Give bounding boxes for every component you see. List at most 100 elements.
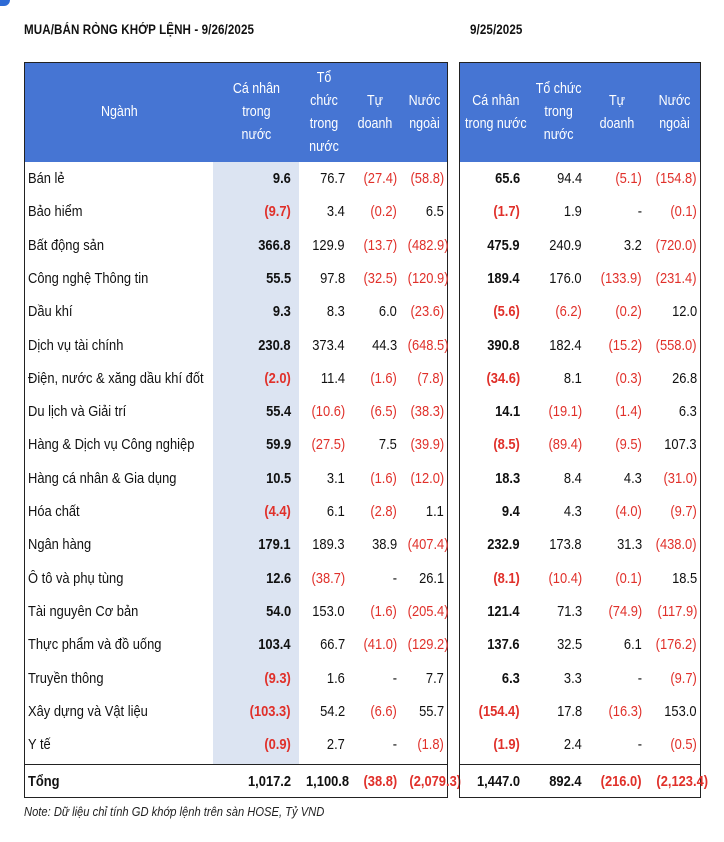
sector-name: Y tế	[28, 736, 51, 754]
total-row-right: 1,447.0 892.4 (216.0) (2,123.4)	[460, 764, 708, 798]
value-cell: (5.6)	[493, 303, 520, 321]
value-cell: (648.5)	[407, 336, 449, 354]
value-cell: 71.3	[556, 602, 582, 620]
sector-name: Ngân hàng	[28, 536, 92, 554]
value-cell: (31.0)	[663, 469, 697, 487]
total-value: (216.0)	[601, 773, 642, 790]
value-cell: 38.9	[371, 536, 397, 554]
value-cell: (407.4)	[407, 536, 449, 554]
value-cell: 18.5	[671, 569, 697, 587]
value-cell: (12.0)	[410, 469, 444, 487]
value-cell: (117.9)	[657, 602, 697, 620]
value-cell: (1.7)	[493, 203, 520, 221]
header-individual: Cá nhân trong nước	[232, 81, 280, 143]
sector-name: Hóa chất	[28, 503, 80, 520]
value-cell: (19.1)	[548, 403, 582, 421]
value-cell: 6.5	[426, 203, 444, 221]
value-cell: 6.0	[379, 303, 397, 321]
value-cell: 1.9	[564, 203, 582, 221]
table-row: (1.7) 1.9 - (0.1)	[460, 195, 700, 228]
value-cell: 59.9	[265, 436, 291, 454]
value-cell: (205.4)	[407, 602, 449, 620]
value-cell: -	[637, 203, 642, 221]
value-cell: (6.6)	[370, 702, 397, 720]
value-cell: 240.9	[549, 236, 582, 254]
header-institution: Tổ chức trong nước	[536, 81, 582, 143]
table-body-left: Bán lẻ 9.6 76.7 (27.4) (58.8) Bảo hiểm (9.7) 3.…	[25, 162, 449, 762]
value-cell: 11.4	[320, 369, 345, 387]
value-cell: 14.1	[494, 403, 520, 421]
value-cell: (438.0)	[656, 536, 697, 554]
table-row: 9.4 4.3 (4.0) (9.7)	[460, 495, 700, 528]
value-cell: (9.7)	[264, 203, 291, 221]
table-row: Bất động sản 366.8 129.9 (13.7) (482.9)	[25, 229, 449, 262]
value-cell: 31.3	[616, 536, 642, 554]
sector-name: Công nghệ Thông tin	[28, 269, 149, 287]
value-cell: 3.3	[564, 669, 582, 687]
value-cell: (154.8)	[656, 170, 697, 187]
table-row: 121.4 71.3 (74.9) (117.9)	[460, 595, 700, 628]
value-cell: (0.2)	[615, 303, 642, 321]
value-cell: (129.2)	[407, 636, 449, 654]
value-cell: 17.8	[556, 702, 582, 720]
value-cell: 173.8	[549, 536, 582, 554]
table-row: Công nghệ Thông tin 55.5 97.8 (32.5) (120.9)	[25, 262, 449, 295]
value-cell: 179.1	[258, 536, 291, 554]
total-label: Tổng	[28, 773, 60, 790]
value-cell: 66.7	[319, 636, 345, 654]
value-cell: (0.5)	[670, 736, 697, 754]
value-cell: (4.4)	[264, 503, 291, 520]
value-cell: (7.8)	[417, 369, 444, 387]
table-body-right: 65.6 94.4 (5.1) (154.8) (1.7) 1.9 - (0.1) 475.9 2…	[460, 162, 700, 762]
value-cell: 8.3	[327, 303, 345, 321]
value-cell: 230.8	[258, 336, 291, 354]
value-cell: -	[392, 736, 397, 754]
value-cell: 6.1	[327, 503, 345, 520]
header-proprietary: Tự doanh	[599, 92, 635, 132]
value-cell: 137.6	[487, 636, 520, 654]
table-row: Ngân hàng 179.1 189.3 38.9 (407.4)	[25, 528, 449, 561]
value-cell: (120.9)	[407, 269, 449, 287]
value-cell: 475.9	[487, 236, 520, 254]
table-row: Dầu khí 9.3 8.3 6.0 (23.6)	[25, 295, 447, 328]
value-cell: (39.9)	[410, 436, 444, 454]
value-cell: (27.4)	[363, 170, 397, 187]
table-title-right: 9/25/2025	[470, 22, 523, 37]
value-cell: -	[392, 669, 397, 687]
value-cell: 32.5	[556, 636, 582, 654]
value-cell: 9.3	[273, 303, 291, 321]
table-row: 189.4 176.0 (133.9) (231.4)	[460, 262, 700, 295]
total-value: 892.4	[549, 773, 582, 790]
sector-name: Dịch vụ tài chính	[28, 336, 124, 354]
table-row: (1.9) 2.4 - (0.5)	[460, 728, 700, 761]
value-cell: 97.8	[319, 269, 345, 287]
total-value: 1,017.2	[247, 773, 291, 790]
value-cell: 54.2	[319, 702, 345, 720]
value-cell: 189.3	[312, 536, 345, 554]
value-cell: (9.7)	[670, 503, 697, 520]
table-row: Bảo hiểm (9.7) 3.4 (0.2) 6.5	[25, 195, 447, 228]
value-cell: 7.7	[426, 669, 444, 687]
value-cell: 9.6	[273, 170, 291, 187]
table-row: 18.3 8.4 4.3 (31.0)	[460, 462, 700, 495]
table-row: 65.6 94.4 (5.1) (154.8)	[460, 162, 700, 195]
individual-column-highlight	[213, 162, 299, 764]
value-cell: (1.6)	[370, 469, 397, 487]
table-row: Bán lẻ 9.6 76.7 (27.4) (58.8)	[25, 162, 447, 195]
value-cell: 3.1	[327, 469, 345, 487]
table-row: Ô tô và phụ tùng 12.6 (38.7) - 26.1	[25, 562, 447, 595]
value-cell: 8.1	[564, 369, 582, 387]
sector-name: Dầu khí	[28, 303, 73, 321]
table-row: Thực phẩm và đồ uống 103.4 66.7 (41.0) (129.…	[25, 628, 449, 661]
value-cell: (15.2)	[608, 336, 642, 354]
sector-name: Hàng & Dịch vụ Công nghiệp	[28, 436, 195, 454]
value-cell: 3.4	[327, 203, 345, 221]
value-cell: 153.0	[312, 602, 345, 620]
value-cell: (41.0)	[363, 636, 397, 654]
table-header-left: Ngành Cá nhân trong nước Tổ chức trong n…	[25, 63, 447, 162]
value-cell: 26.1	[418, 569, 444, 587]
value-cell: 189.4	[487, 269, 520, 287]
value-cell: 12.0	[671, 303, 697, 321]
value-cell: (5.1)	[615, 170, 642, 187]
value-cell: (8.1)	[493, 569, 520, 587]
